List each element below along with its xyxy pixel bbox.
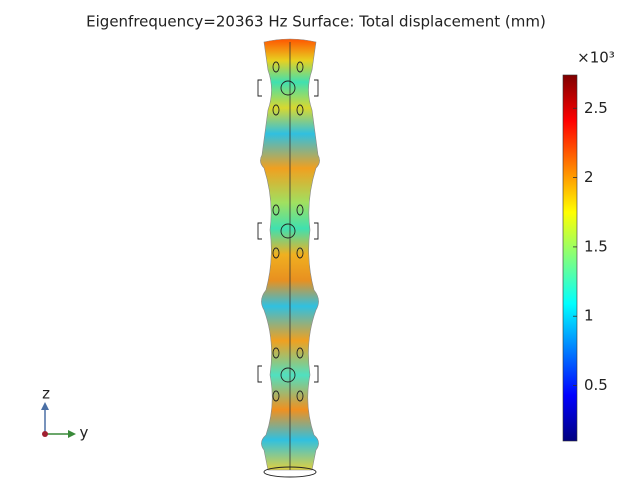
- colorbar-tick-label: 0.5: [584, 376, 608, 394]
- colorbar-tick-label: 2.5: [584, 99, 608, 117]
- chart-title: Eigenfrequency=20363 Hz Surface: Total d…: [86, 13, 546, 31]
- colorbar-tick-label: 1.5: [584, 237, 608, 255]
- colorbar-multiplier: ×10³: [577, 49, 615, 67]
- colorbar-tick-label: 1: [584, 307, 594, 325]
- colorbar: [562, 74, 578, 442]
- beam: [257, 38, 320, 478]
- colorbar-tick-label: 2: [584, 168, 594, 186]
- axis-triad: z y: [41, 385, 89, 442]
- axis-label: y: [80, 424, 89, 442]
- axis-label: z: [42, 385, 50, 403]
